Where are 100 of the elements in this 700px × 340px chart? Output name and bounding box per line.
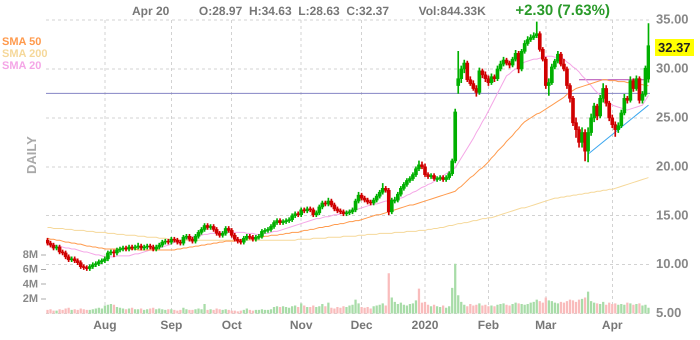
bar <box>442 306 444 314</box>
bar <box>327 302 330 314</box>
bar <box>248 310 251 314</box>
bar <box>306 306 308 314</box>
bar <box>297 306 300 314</box>
bar <box>623 304 626 314</box>
bar <box>140 308 142 314</box>
bar <box>143 310 146 314</box>
bar <box>76 310 79 314</box>
y-tick-label: 35.00 <box>656 12 689 27</box>
bar <box>554 302 556 314</box>
bar <box>520 304 523 314</box>
bar <box>544 297 547 314</box>
bar <box>164 310 166 314</box>
x-tick-label: Oct <box>222 318 242 332</box>
bar <box>626 302 628 314</box>
bar <box>372 306 375 314</box>
bar <box>70 310 73 314</box>
bar <box>134 309 136 314</box>
y-tick-label: 30.00 <box>656 60 689 76</box>
bar <box>526 304 529 314</box>
bar <box>152 308 154 314</box>
bar <box>80 308 82 314</box>
bar <box>472 306 474 314</box>
bar <box>647 308 650 314</box>
bar <box>94 308 97 314</box>
bar <box>312 306 314 314</box>
bar <box>303 306 306 314</box>
y-tick-label: 15.00 <box>656 207 689 222</box>
bar <box>170 309 172 314</box>
bar <box>92 309 94 314</box>
bar <box>124 309 128 314</box>
bar <box>224 309 227 314</box>
bar <box>454 264 456 314</box>
text: SMA 200 <box>2 48 48 60</box>
bar <box>394 302 396 314</box>
x-tick-label: Sep <box>160 318 182 332</box>
bar <box>475 304 478 314</box>
bar <box>330 308 333 314</box>
text: Apr 20 <box>132 4 170 18</box>
y2-tick-label: 4M <box>22 278 38 290</box>
bar <box>596 303 598 314</box>
bar <box>339 308 342 314</box>
bar <box>260 309 264 314</box>
bar <box>538 301 541 314</box>
bar <box>617 304 620 314</box>
bar <box>228 310 230 314</box>
bar <box>463 304 466 314</box>
bar <box>614 303 616 314</box>
bar <box>49 309 52 314</box>
text: +2.30 (7.63%) <box>515 2 610 19</box>
bar <box>74 309 76 314</box>
bar <box>176 310 179 314</box>
bar <box>234 310 236 314</box>
bar <box>602 302 604 314</box>
bar <box>620 304 622 314</box>
bar <box>182 308 185 314</box>
bar <box>88 310 91 314</box>
bar <box>240 310 242 314</box>
y2-tick-label: 6M <box>22 264 38 276</box>
bar <box>58 309 61 314</box>
bar <box>550 301 553 314</box>
bar <box>294 306 296 314</box>
x-tick-label: Dec <box>350 318 373 332</box>
bar <box>185 309 188 314</box>
bar <box>315 306 318 314</box>
bar <box>605 304 608 314</box>
bar <box>382 303 384 314</box>
bar <box>324 306 326 314</box>
bar <box>402 304 406 314</box>
bar <box>98 308 100 314</box>
text: SMA 50 <box>2 36 42 48</box>
bar <box>246 308 248 314</box>
bar <box>161 309 164 314</box>
x-tick-label: Aug <box>93 318 117 332</box>
bar <box>86 310 88 314</box>
y2-tick-label: 2M <box>22 292 38 305</box>
text: O:28.97 H:34.63 L:28.63 C:32.37 <box>198 4 390 18</box>
bar <box>194 309 197 314</box>
bar <box>167 309 170 314</box>
x-tick-label: Nov <box>290 318 313 332</box>
bar <box>252 310 254 314</box>
bar <box>363 308 366 314</box>
bar <box>366 306 369 314</box>
bar <box>300 303 302 314</box>
bar <box>548 300 550 314</box>
bar <box>270 309 272 314</box>
bar <box>592 302 596 314</box>
bar <box>209 309 212 314</box>
bar <box>230 310 233 314</box>
bar <box>64 308 67 314</box>
bar <box>524 304 526 314</box>
bar <box>100 308 104 314</box>
bar <box>236 311 239 314</box>
bar <box>291 306 294 314</box>
bar <box>216 308 218 314</box>
bar <box>466 306 468 314</box>
bar <box>242 310 245 314</box>
bar <box>388 273 390 314</box>
text: Vol:844.33K <box>418 4 486 18</box>
